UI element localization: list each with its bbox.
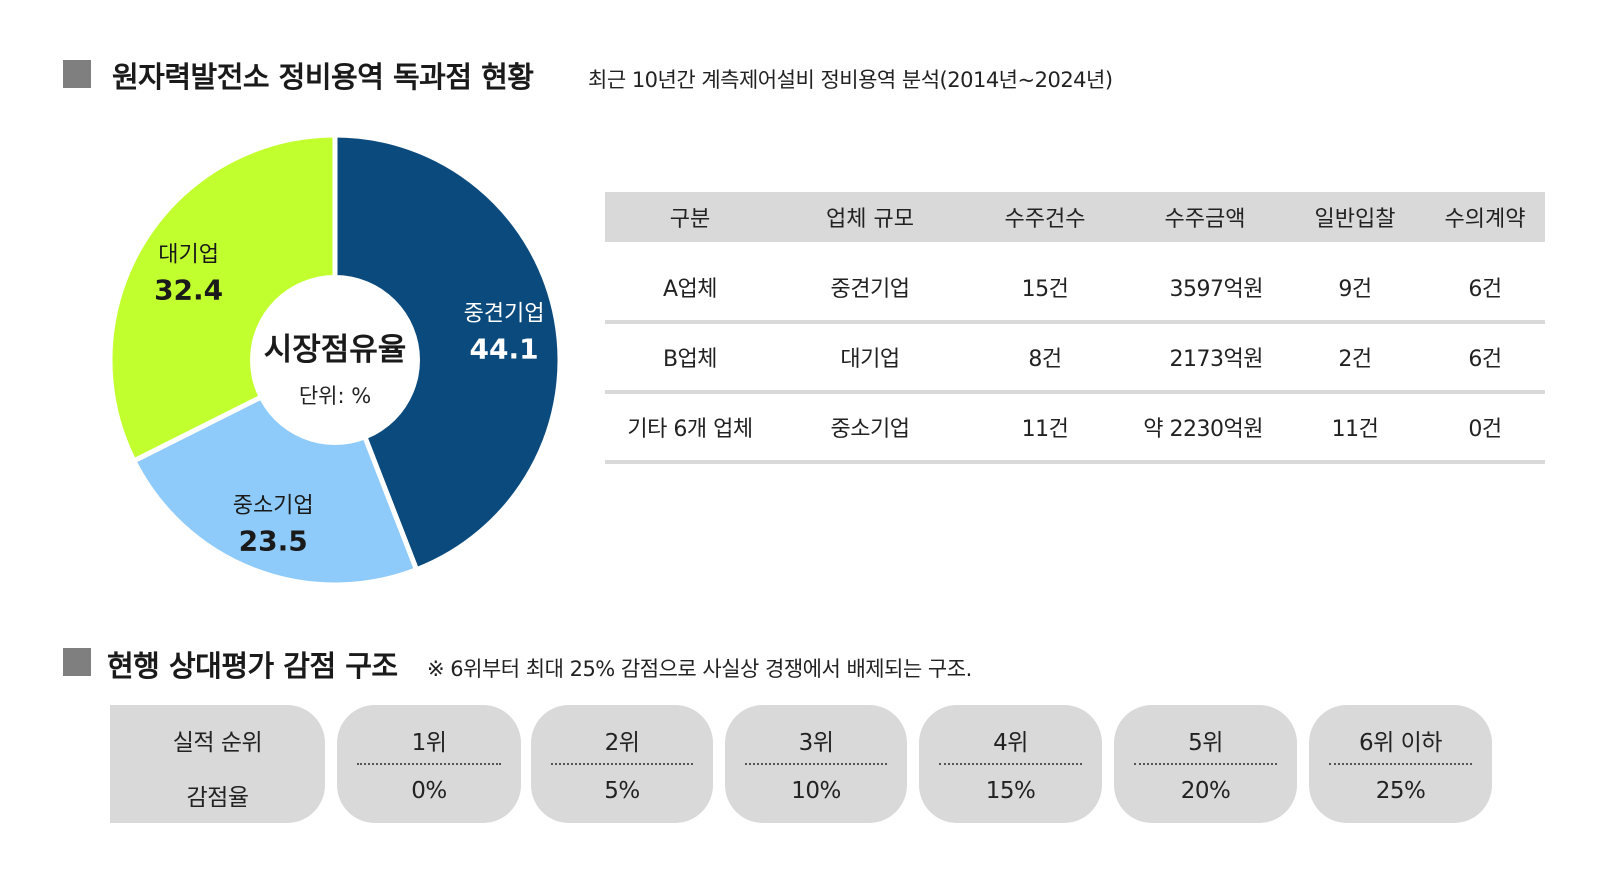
rank-label: 5위 xyxy=(1188,730,1223,756)
col-header-category: 구분 xyxy=(605,192,775,242)
penalty-item-rank-5: 5위 20% xyxy=(1114,705,1297,823)
dotted-divider xyxy=(357,763,501,765)
table-header-row: 구분 업체 규모 수주건수 수주금액 일반입찰 수의계약 xyxy=(605,192,1545,242)
section2-marker xyxy=(63,648,91,676)
rank-label: 2위 xyxy=(604,730,640,756)
section1-marker xyxy=(63,60,91,88)
rate-value: 5% xyxy=(604,778,640,804)
cell-company-size: 대기업 xyxy=(775,322,965,394)
cell-order-count: 8건 xyxy=(965,322,1125,394)
slice-category-label: 중소기업 xyxy=(233,494,314,519)
chart-unit-label: 단위: % xyxy=(299,384,371,408)
table-row: A업체 중견기업 15건 3597억원 9건 6건 xyxy=(605,254,1545,324)
cell-category: B업체 xyxy=(605,322,775,394)
col-header-open-bid: 일반입찰 xyxy=(1285,192,1425,242)
cell-open-bid: 9건 xyxy=(1285,254,1425,324)
cell-open-bid: 2건 xyxy=(1285,322,1425,394)
cell-open-bid: 11건 xyxy=(1285,392,1425,464)
dotted-divider xyxy=(745,763,887,765)
rank-label: 6위 이하 xyxy=(1359,730,1442,756)
rate-value: 15% xyxy=(985,778,1036,804)
contract-table: 구분 업체 규모 수주건수 수주금액 일반입찰 수의계약 A업체 중견기업 15… xyxy=(605,192,1545,464)
penalty-item-rank-6-below: 6위 이하 25% xyxy=(1309,705,1492,823)
rate-value: 0% xyxy=(411,778,447,804)
dotted-divider xyxy=(939,763,1082,765)
rank-label: 3위 xyxy=(798,730,834,756)
table-row: 기타 6개 업체 중소기업 11건 약 2230억원 11건 0건 xyxy=(605,392,1545,464)
penalty-row-labels: 실적 순위 감점율 xyxy=(110,705,325,823)
rank-label: 1위 xyxy=(411,730,447,756)
cell-private-contract: 0건 xyxy=(1425,392,1545,464)
donut-slice-1 xyxy=(332,132,563,573)
cell-order-amount: 3597억원 xyxy=(1125,254,1285,324)
penalty-item-rank-4: 4위 15% xyxy=(919,705,1102,823)
penalty-rate-label: 감점율 xyxy=(186,785,249,811)
slice-category-label: 대기업 xyxy=(158,243,219,268)
table-row: B업체 대기업 8건 2173억원 2건 6건 xyxy=(605,322,1545,394)
slice-category-label: 중견기업 xyxy=(464,301,545,326)
cell-private-contract: 6건 xyxy=(1425,254,1545,324)
col-header-order-amount: 수주금액 xyxy=(1125,192,1285,242)
penalty-item-rank-1: 1위 0% xyxy=(337,705,521,823)
section2-title: 현행 상대평가 감점 구조 xyxy=(107,649,398,683)
col-header-order-count: 수주건수 xyxy=(965,192,1125,242)
cell-company-size: 중소기업 xyxy=(775,392,965,464)
slice-value-label: 32.4 xyxy=(154,274,223,307)
rank-label: 4위 xyxy=(993,730,1028,756)
chart-center-title: 시장점유율 xyxy=(264,332,407,368)
section1-title: 원자력발전소 정비용역 독과점 현황 xyxy=(112,60,534,94)
cell-order-amount: 약 2230억원 xyxy=(1125,392,1285,464)
col-header-company-size: 업체 규모 xyxy=(775,192,965,242)
cell-order-count: 15건 xyxy=(965,254,1125,324)
dotted-divider xyxy=(551,763,693,765)
col-header-private-contract: 수의계약 xyxy=(1425,192,1545,242)
rate-value: 20% xyxy=(1180,778,1231,804)
cell-category: 기타 6개 업체 xyxy=(605,392,775,464)
performance-rank-label: 실적 순위 xyxy=(172,730,263,756)
rate-value: 25% xyxy=(1375,778,1426,804)
slice-value-label: 23.5 xyxy=(239,525,308,558)
market-share-donut-chart: 시장점유율 단위: % 중견기업 44.1 중소기업 23.5 대기업 32.4 xyxy=(107,132,563,588)
slice-value-label: 44.1 xyxy=(470,332,539,365)
rate-value: 10% xyxy=(791,778,841,804)
penalty-item-rank-3: 3위 10% xyxy=(725,705,907,823)
section1-subtitle: 최근 10년간 계측제어설비 정비용역 분석(2014년~2024년) xyxy=(588,68,1113,92)
section2-note: ※ 6위부터 최대 25% 감점으로 사실상 경쟁에서 배제되는 구조. xyxy=(427,657,972,681)
donut-hole xyxy=(250,275,420,445)
cell-company-size: 중견기업 xyxy=(775,254,965,324)
slice-labels: 중견기업 44.1 중소기업 23.5 대기업 32.4 xyxy=(154,243,544,558)
penalty-item-rank-2: 2위 5% xyxy=(531,705,713,823)
dotted-divider xyxy=(1134,763,1277,765)
dotted-divider xyxy=(1329,763,1472,765)
cell-order-amount: 2173억원 xyxy=(1125,322,1285,394)
cell-private-contract: 6건 xyxy=(1425,322,1545,394)
cell-order-count: 11건 xyxy=(965,392,1125,464)
cell-category: A업체 xyxy=(605,254,775,324)
